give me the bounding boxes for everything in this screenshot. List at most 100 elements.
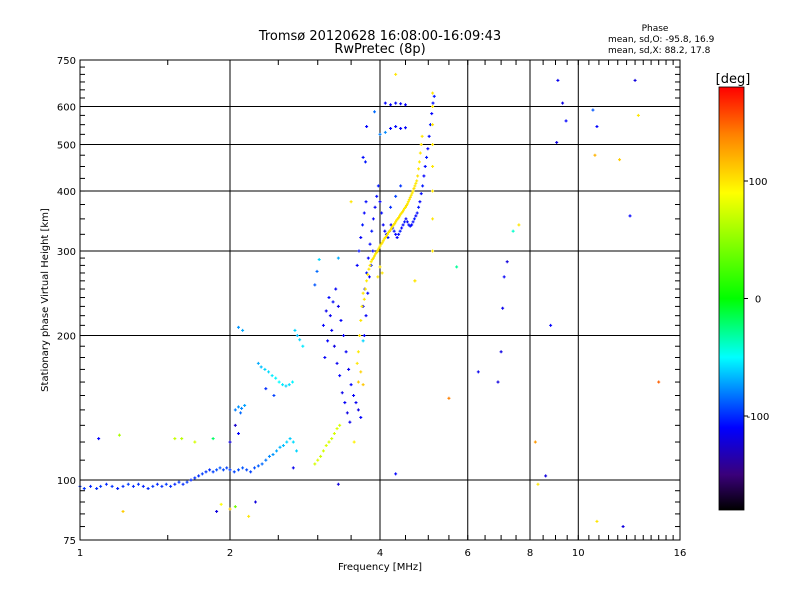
colorbar-unit: [deg] xyxy=(716,72,751,87)
data-point xyxy=(233,408,237,412)
data-point xyxy=(431,217,435,221)
colorbar-tick-label: 100 xyxy=(748,177,767,188)
data-point xyxy=(264,458,268,462)
data-point xyxy=(595,125,599,129)
data-point xyxy=(301,344,305,348)
data-point xyxy=(366,256,370,260)
data-point xyxy=(628,214,632,218)
data-point xyxy=(331,300,335,304)
data-point xyxy=(335,427,339,431)
data-point xyxy=(173,437,177,441)
data-point xyxy=(408,195,412,199)
data-point xyxy=(412,186,416,190)
data-point xyxy=(399,126,403,130)
data-point xyxy=(380,241,384,245)
data-point xyxy=(169,484,173,488)
data-point xyxy=(385,232,389,236)
data-point xyxy=(412,217,416,221)
data-point xyxy=(136,482,140,486)
data-point xyxy=(556,78,560,82)
data-point xyxy=(253,500,257,504)
data-point xyxy=(285,440,289,444)
data-point xyxy=(236,405,240,409)
data-point xyxy=(394,232,398,236)
data-point xyxy=(398,229,402,233)
data-point xyxy=(419,192,423,196)
data-point xyxy=(371,249,375,253)
data-point xyxy=(403,220,407,224)
data-point xyxy=(228,440,232,444)
data-point xyxy=(272,394,276,398)
data-point xyxy=(406,200,410,204)
data-point xyxy=(336,482,340,486)
data-point xyxy=(253,466,257,470)
data-point xyxy=(173,482,177,486)
data-point xyxy=(427,134,431,138)
data-point xyxy=(383,101,387,105)
data-point xyxy=(403,205,407,209)
data-point xyxy=(394,472,398,476)
x-minor-ticks xyxy=(167,60,674,540)
data-point xyxy=(326,339,330,343)
plot-frame xyxy=(79,59,681,541)
data-point xyxy=(364,314,368,318)
data-point xyxy=(420,134,424,138)
data-point xyxy=(359,318,363,322)
data-point xyxy=(342,334,346,338)
data-point xyxy=(338,423,342,427)
data-point xyxy=(405,202,409,206)
data-point xyxy=(415,211,419,215)
data-point xyxy=(384,234,388,238)
data-point xyxy=(380,211,384,215)
data-point xyxy=(327,296,331,300)
data-point xyxy=(339,318,343,322)
data-point xyxy=(349,383,353,387)
data-point xyxy=(561,101,565,105)
data-point xyxy=(455,265,459,269)
x-tick-label: 1 xyxy=(77,548,83,559)
data-point xyxy=(360,304,364,308)
data-point xyxy=(401,210,405,214)
data-point xyxy=(364,200,368,204)
data-point xyxy=(347,367,351,371)
data-point xyxy=(378,200,382,204)
data-point xyxy=(355,263,359,267)
data-point xyxy=(121,509,125,513)
data-point xyxy=(233,505,237,509)
data-point xyxy=(657,380,661,384)
data-point xyxy=(330,328,334,332)
y-axis-label: Stationary phase Virtual Height [km] xyxy=(40,208,51,392)
data-point xyxy=(324,309,328,313)
y-tick-label: 300 xyxy=(57,247,76,258)
data-point xyxy=(117,433,121,437)
data-point xyxy=(343,401,347,405)
data-point xyxy=(293,328,297,332)
data-point xyxy=(185,480,189,484)
data-point xyxy=(298,338,302,342)
data-point xyxy=(155,482,159,486)
data-point xyxy=(431,249,435,253)
data-point xyxy=(211,470,215,474)
x-tick-label: 4 xyxy=(377,548,383,559)
data-point xyxy=(354,401,358,405)
data-point xyxy=(275,449,279,453)
data-point xyxy=(411,189,415,193)
data-point xyxy=(332,344,336,348)
data-point xyxy=(423,164,427,168)
data-point xyxy=(247,514,251,518)
data-point xyxy=(366,273,370,277)
x-tick-label: 8 xyxy=(527,548,533,559)
data-point xyxy=(359,236,363,240)
data-point xyxy=(263,367,267,371)
y-gridlines xyxy=(80,106,680,481)
data-point xyxy=(361,383,365,387)
y-tick-label: 500 xyxy=(57,141,76,152)
data-point xyxy=(239,411,243,415)
data-point xyxy=(160,484,164,488)
data-point xyxy=(397,232,401,236)
data-point xyxy=(380,271,384,275)
data-point xyxy=(383,130,387,134)
data-point xyxy=(319,454,323,458)
data-point xyxy=(164,482,168,486)
data-point xyxy=(381,239,385,243)
